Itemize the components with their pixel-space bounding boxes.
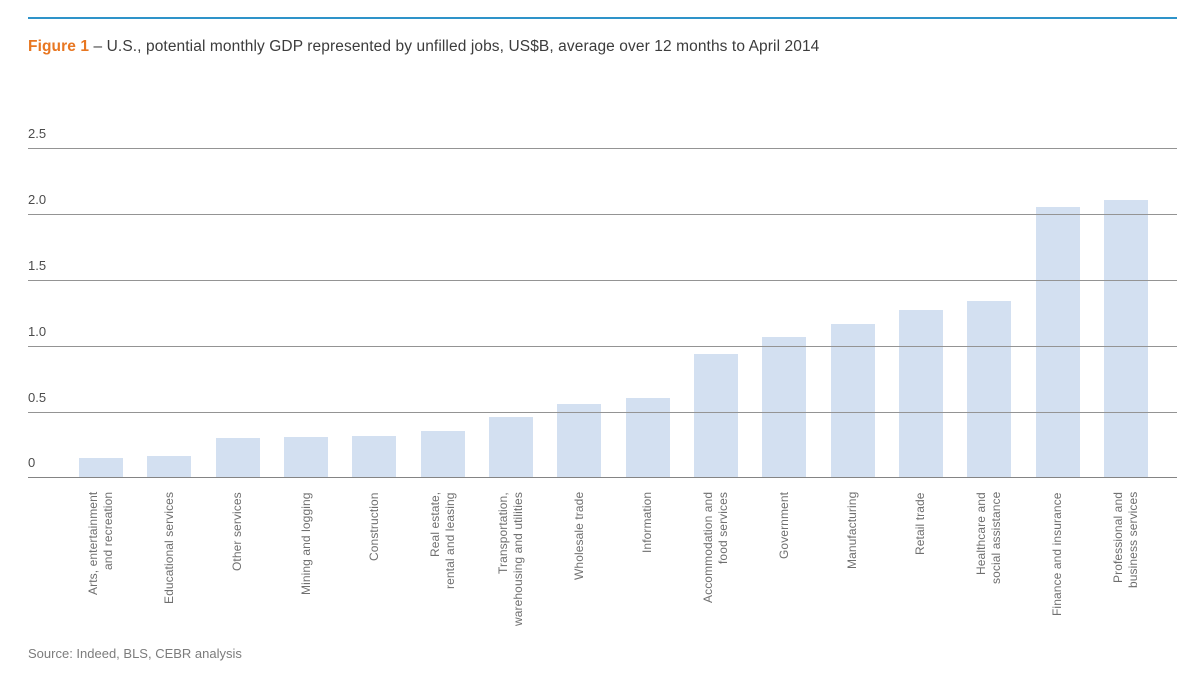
category-cell: Other services (204, 492, 272, 644)
y-tick-label: 1.0 (28, 324, 47, 339)
y-tick-label: 1.5 (28, 258, 47, 273)
category-label: Construction (366, 492, 381, 561)
plot-area: 0 0.5 1.0 1.5 2.0 2.5 (28, 127, 1177, 478)
gridline (28, 412, 1177, 413)
category-label: Educational services (161, 492, 176, 605)
bar-column (67, 148, 135, 478)
category-axis: Arts, entertainment and recreation Educat… (67, 492, 1160, 644)
figure-title: Figure 1 – U.S., potential monthly GDP r… (28, 36, 1177, 57)
category-cell: Real estate, rental and leasing (409, 492, 477, 644)
report-page: Figure 1 – U.S., potential monthly GDP r… (0, 17, 1200, 661)
category-cell: Transportation, warehousing and utilitie… (477, 492, 545, 644)
bar (625, 397, 670, 478)
category-label: Finance and insurance (1050, 492, 1065, 616)
bar (352, 435, 397, 478)
category-cell: Arts, entertainment and recreation (67, 492, 135, 644)
category-cell: Finance and insurance (1023, 492, 1091, 644)
y-tick-label: 2.5 (28, 126, 47, 141)
bar-column (887, 148, 955, 478)
category-label: Healthcare and social assistance (974, 492, 1004, 585)
bar-column (545, 148, 613, 478)
bar-column (409, 148, 477, 478)
bar-column (135, 148, 203, 478)
figure-title-text: – U.S., potential monthly GDP represente… (89, 38, 820, 55)
bar-column (1092, 148, 1160, 478)
bar (215, 438, 260, 478)
category-cell: Healthcare and social assistance (955, 492, 1023, 644)
bar-column (272, 148, 340, 478)
bar (967, 301, 1012, 478)
source-note: Source: Indeed, BLS, CEBR analysis (28, 646, 242, 661)
bars-container (67, 148, 1160, 478)
category-label: Manufacturing (845, 492, 860, 570)
bar-column (340, 148, 408, 478)
x-axis-line (28, 477, 1177, 478)
bar (693, 353, 738, 478)
bar-column (818, 148, 886, 478)
bar-column (477, 148, 545, 478)
gridline (28, 280, 1177, 281)
figure-number-label: Figure 1 (28, 38, 90, 55)
category-label: Information (640, 492, 655, 554)
category-cell: Construction (340, 492, 408, 644)
y-tick-label: 0 (28, 455, 36, 470)
bar (420, 430, 465, 478)
bar-column (614, 148, 682, 478)
category-label: Wholesale trade (571, 492, 586, 581)
category-label: Professional and business services (1110, 492, 1140, 589)
bar (489, 417, 534, 478)
bar-column (955, 148, 1023, 478)
gridline (28, 346, 1177, 347)
bar-column (1023, 148, 1091, 478)
category-label: Arts, entertainment and recreation (86, 492, 116, 596)
category-label: Retail trade (913, 492, 928, 555)
category-label: Accommodation and food services (700, 492, 730, 604)
y-tick-label: 2.0 (28, 192, 47, 207)
bar-column (682, 148, 750, 478)
category-cell: Retail trade (887, 492, 955, 644)
bar (79, 458, 124, 478)
y-tick-label: 0.5 (28, 390, 47, 405)
accent-rule (28, 17, 1177, 19)
bar (557, 404, 602, 478)
bar-column (750, 148, 818, 478)
bar (1103, 199, 1148, 478)
bar (762, 336, 807, 478)
category-cell: Accommodation and food services (682, 492, 750, 644)
category-cell: Manufacturing (818, 492, 886, 644)
bar (147, 455, 192, 478)
category-cell: Government (750, 492, 818, 644)
category-cell: Educational services (135, 492, 203, 644)
category-label: Government (776, 492, 791, 560)
category-cell: Wholesale trade (545, 492, 613, 644)
bar (1035, 207, 1080, 478)
category-cell: Mining and logging (272, 492, 340, 644)
bar-column (204, 148, 272, 478)
category-cell: Professional and business services (1092, 492, 1160, 644)
bar-chart: 0 0.5 1.0 1.5 2.0 2.5 Arts, entertainment and… (28, 127, 1177, 644)
bar (830, 323, 875, 478)
bar (284, 437, 329, 478)
category-label: Mining and logging (298, 492, 313, 595)
category-label: Transportation, warehousing and utilitie… (496, 492, 526, 626)
category-cell: Information (614, 492, 682, 644)
gridline (28, 148, 1177, 149)
category-label: Other services (230, 492, 245, 571)
bar (898, 310, 943, 478)
category-label: Real estate, rental and leasing (427, 492, 457, 589)
gridline (28, 214, 1177, 215)
